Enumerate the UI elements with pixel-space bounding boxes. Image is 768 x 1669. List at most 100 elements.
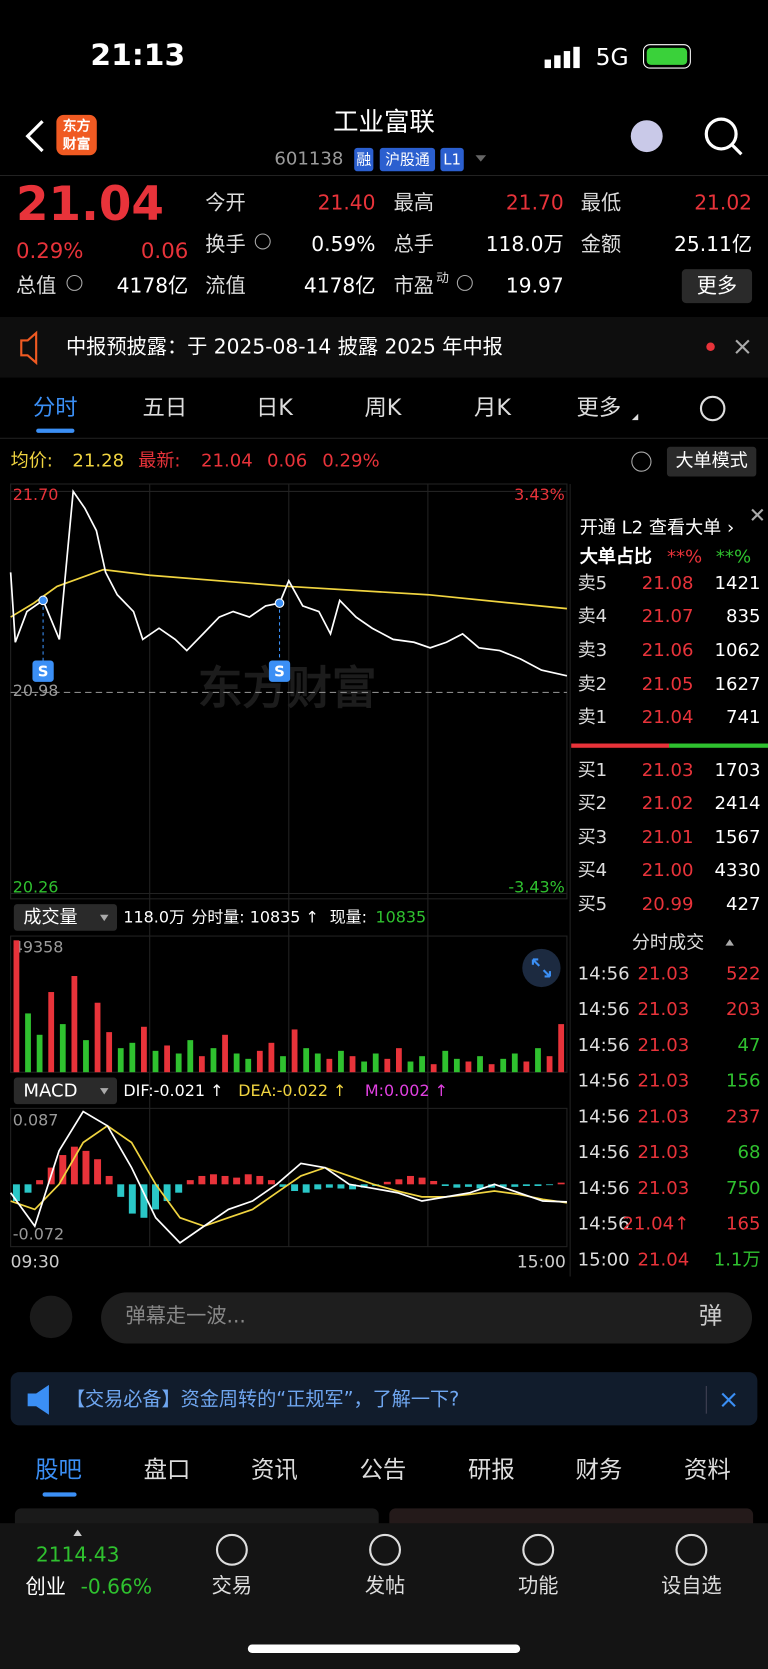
volume-selector-label[interactable]: 成交量 bbox=[23, 907, 77, 928]
ad-band bbox=[10, 1372, 758, 1426]
macd-bar bbox=[522, 1184, 530, 1186]
book-label: 卖4 bbox=[578, 606, 608, 627]
latest-label: 最新: bbox=[138, 451, 180, 472]
volume-bar bbox=[349, 1056, 356, 1073]
info-tab[interactable]: 公告 bbox=[360, 1456, 407, 1484]
period-tab[interactable]: 日K bbox=[256, 395, 294, 421]
ratio-sell: **% bbox=[716, 546, 751, 567]
back-button[interactable] bbox=[25, 120, 44, 153]
index-value[interactable]: 2114.43 bbox=[36, 1543, 120, 1567]
danmaku-button[interactable]: 弹 bbox=[699, 1301, 722, 1329]
change-pct: 0.29% bbox=[16, 239, 84, 264]
nav-icon[interactable] bbox=[675, 1533, 708, 1566]
period-tab[interactable]: 更多 bbox=[577, 395, 622, 421]
more-button[interactable] bbox=[681, 269, 753, 304]
volume-selector[interactable] bbox=[13, 904, 118, 931]
mode-button[interactable] bbox=[666, 446, 757, 477]
field-sup: 动 bbox=[436, 271, 449, 286]
nav-label[interactable]: 发帖 bbox=[365, 1574, 405, 1598]
field-label: 最高 bbox=[394, 191, 434, 215]
field-value: 21.40 bbox=[318, 191, 376, 215]
nav-icon[interactable] bbox=[369, 1533, 402, 1566]
macd-bar bbox=[36, 1180, 44, 1185]
volume-bar bbox=[546, 1056, 553, 1073]
mode-button-label[interactable]: 大单模式 bbox=[675, 451, 747, 472]
field-label: 市盈 bbox=[394, 274, 434, 298]
info-tab[interactable]: 股吧 bbox=[35, 1456, 82, 1484]
macd-bar bbox=[476, 1184, 484, 1189]
volume-bar bbox=[396, 1048, 402, 1073]
ad-icon bbox=[27, 1384, 49, 1415]
book-price: 21.00 bbox=[642, 860, 694, 881]
tab-underline bbox=[42, 1492, 77, 1497]
latest-pct: 0.29% bbox=[322, 451, 379, 472]
notice-text[interactable]: 中报预披露：于 2025-08-14 披露 2025 年中报 bbox=[66, 334, 503, 358]
expand-button[interactable] bbox=[522, 948, 561, 988]
trade-time: 14:56 bbox=[578, 1178, 630, 1199]
nav-label[interactable]: 交易 bbox=[212, 1574, 252, 1598]
info-tab[interactable]: 盘口 bbox=[144, 1456, 191, 1484]
signal-badge[interactable] bbox=[268, 660, 291, 682]
info-tab[interactable]: 研报 bbox=[468, 1456, 515, 1484]
danmaku-placeholder[interactable]: 弹幕走一波... bbox=[126, 1303, 246, 1327]
signal-label[interactable]: S bbox=[274, 662, 285, 680]
macd-bar bbox=[152, 1184, 159, 1210]
more-button-label[interactable]: 更多 bbox=[697, 274, 737, 298]
volume-bar bbox=[314, 1053, 321, 1073]
signal-bar bbox=[563, 51, 571, 69]
info-tab[interactable]: 资讯 bbox=[251, 1456, 298, 1484]
nav-label[interactable]: 功能 bbox=[518, 1574, 558, 1598]
period-tab[interactable]: 五日 bbox=[143, 395, 188, 421]
macd-bar bbox=[163, 1184, 171, 1202]
close-icon[interactable] bbox=[735, 339, 750, 354]
avg-price: 21.28 bbox=[72, 451, 124, 472]
network: 5G bbox=[596, 43, 629, 71]
close-icon[interactable] bbox=[721, 1392, 736, 1407]
trades-title[interactable]: 分时成交 bbox=[632, 933, 704, 954]
info-icon bbox=[66, 274, 83, 291]
signal-badge[interactable] bbox=[32, 660, 54, 682]
danmaku-input[interactable] bbox=[101, 1292, 753, 1344]
ratio-label: 大单占比 bbox=[580, 545, 652, 567]
field-label: 换手 bbox=[205, 232, 245, 256]
pct-tick-label: 3.43% bbox=[514, 485, 565, 504]
period-tab[interactable]: 月K bbox=[474, 395, 512, 421]
trade-price: 21.03 bbox=[638, 963, 690, 984]
volume-bar bbox=[48, 992, 55, 1073]
macd-bar bbox=[256, 1175, 264, 1185]
signal-label[interactable]: S bbox=[38, 662, 49, 680]
settings-icon[interactable] bbox=[699, 395, 726, 422]
volume-bar bbox=[372, 1053, 379, 1073]
macd-bar bbox=[453, 1184, 461, 1188]
volume-total: 118.0万 bbox=[123, 907, 185, 926]
macd-selector[interactable] bbox=[13, 1077, 118, 1105]
info-tab[interactable]: 财务 bbox=[575, 1456, 622, 1484]
macd-bar bbox=[198, 1175, 206, 1185]
nav-icon[interactable] bbox=[522, 1533, 555, 1566]
search-icon[interactable] bbox=[704, 117, 738, 151]
volume-bar bbox=[106, 1032, 113, 1073]
m-value: M:0.002 ↑ bbox=[365, 1081, 448, 1100]
search-handle bbox=[730, 143, 743, 156]
danmaku-icon[interactable] bbox=[29, 1295, 73, 1339]
volume-bar bbox=[245, 1058, 252, 1073]
trade-price: 21.03 bbox=[638, 1142, 690, 1163]
book-label: 买3 bbox=[578, 827, 608, 848]
price-line bbox=[9, 489, 568, 677]
ad-text[interactable]: 【交易必备】资金周转的“正规军”，了解一下? bbox=[66, 1387, 459, 1410]
nav-label[interactable]: 设自选 bbox=[661, 1574, 722, 1598]
close-icon[interactable] bbox=[751, 508, 764, 521]
l2-promo[interactable]: 开通 L2 查看大单 › bbox=[580, 518, 735, 539]
period-tab[interactable]: 周K bbox=[364, 395, 402, 421]
latest-change: 0.06 bbox=[267, 451, 307, 472]
macd-bar bbox=[175, 1184, 183, 1193]
macd-selector-label[interactable]: MACD bbox=[23, 1080, 77, 1101]
period-tab[interactable]: 分时 bbox=[33, 395, 78, 421]
macd-bar bbox=[267, 1180, 275, 1185]
nav-icon[interactable] bbox=[215, 1533, 248, 1566]
info-tab[interactable]: 资料 bbox=[684, 1456, 731, 1484]
robot-icon[interactable] bbox=[630, 120, 663, 153]
book-volume: 427 bbox=[726, 894, 761, 915]
trade-time: 14:56 bbox=[578, 999, 630, 1020]
tag-bg bbox=[354, 147, 374, 172]
